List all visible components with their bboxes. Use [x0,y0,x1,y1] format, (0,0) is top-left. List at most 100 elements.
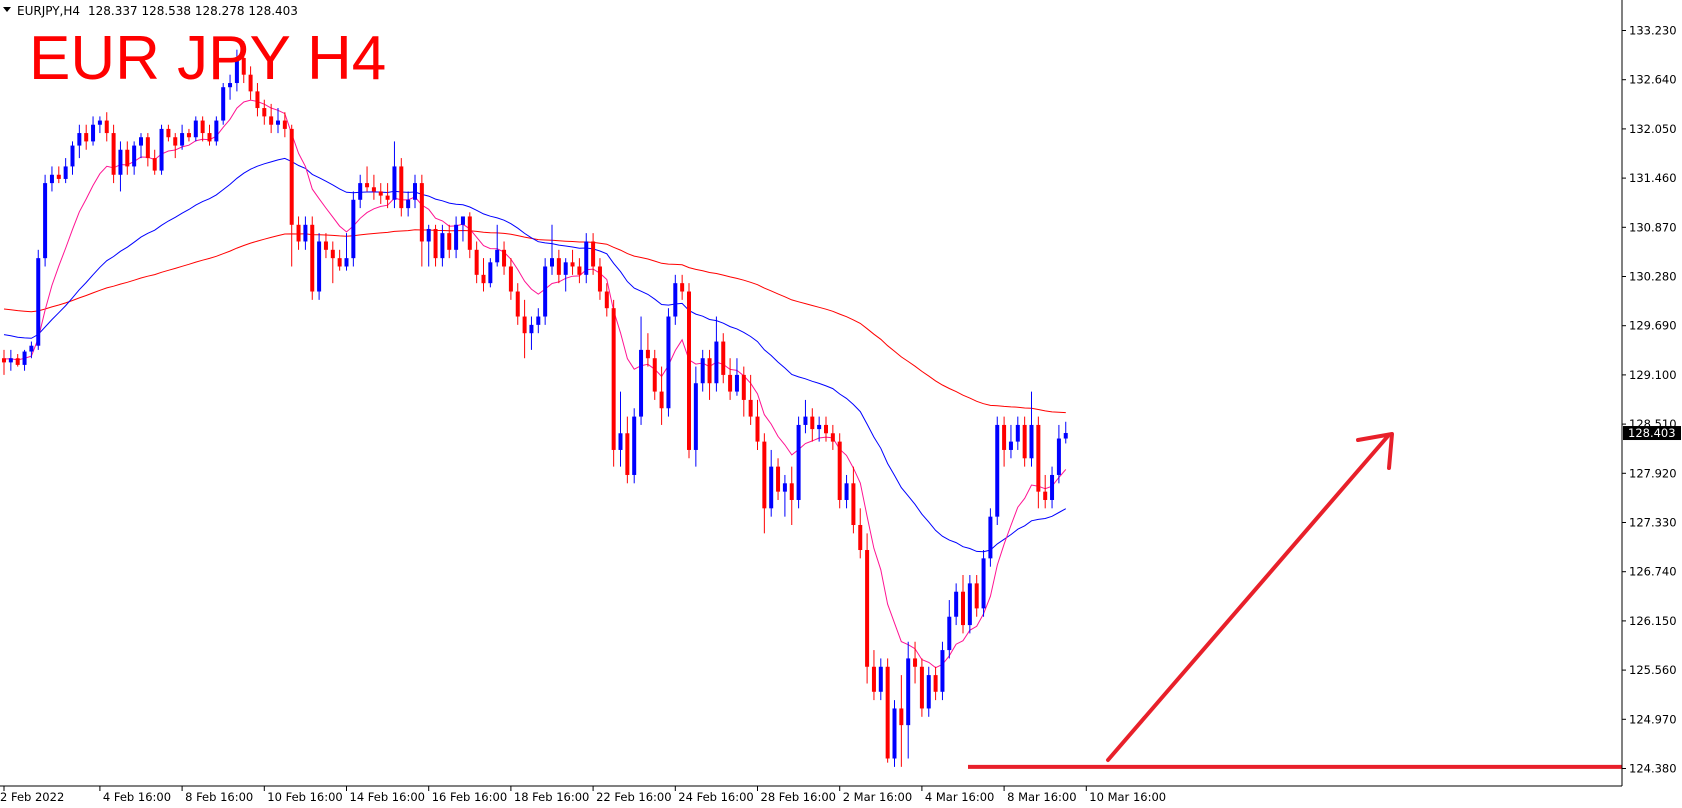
candle [673,274,678,325]
candle [193,116,198,142]
trend-arrow-head[interactable] [1356,432,1394,470]
candle-body [871,666,876,692]
candle-body [125,149,130,167]
candle [406,191,411,217]
candle-body [995,424,1000,517]
candle [899,675,904,767]
candle-body [173,137,178,146]
candle-body [159,128,164,171]
candle-body [803,416,808,425]
price-tick-label: 131.460 [1629,171,1677,185]
candle [865,533,870,684]
candle [817,416,822,442]
candle [111,124,116,184]
candle-body [77,133,82,146]
candle-body [454,224,459,250]
candle-body [515,291,520,317]
candle [36,249,41,350]
candle [824,416,828,442]
candle [351,191,356,267]
candle [563,258,568,292]
candle-body [536,316,541,325]
candle-body [687,291,691,450]
candle [241,41,246,84]
candle [296,216,301,250]
price-axis[interactable]: 133.230 132.640 132.050 131.460 130.870 130.2… [1622,24,1681,776]
price-tick-label: 133.230 [1629,24,1677,38]
candle-body [769,466,774,509]
candle [961,575,965,634]
candle-body [255,91,260,109]
header-symbol: EURJPY,H4 [17,4,80,18]
time-tick-label: 4 Feb 16:00 [103,790,171,804]
candle-body [1015,424,1020,442]
candle [495,224,500,267]
time-axis[interactable]: 2 Feb 2022 4 Feb 16:00 8 Feb 16:00 10 Feb 1… [0,786,1166,804]
candle-body [844,483,849,500]
candle [2,349,6,375]
candle-body [43,183,48,259]
candle-body [29,345,34,352]
candle-body [460,216,465,225]
candle-body [577,266,582,275]
candle [433,224,438,267]
candle [276,108,280,134]
candle-body [1002,424,1007,450]
candle [748,374,753,425]
candle-body [899,708,904,726]
candle [139,133,143,159]
candle-body [118,149,123,175]
candle [91,116,96,146]
candle-body [570,262,575,267]
candle [166,124,171,142]
candle-body [1043,491,1048,500]
candle-body [419,183,424,242]
candle-body [22,351,27,365]
candle-body [906,658,911,726]
price-tick-label: 132.640 [1629,73,1677,87]
trend-arrow-line[interactable] [1106,434,1390,762]
candle [467,212,472,259]
candle [29,341,34,359]
candle [755,399,760,450]
price-tick-label: 124.380 [1629,762,1677,776]
candle [652,349,657,400]
candle-body [618,433,623,450]
time-tick-label: 2 Mar 16:00 [843,790,912,804]
time-tick-label: 28 Feb 16:00 [761,790,836,804]
candle [789,466,794,526]
candle [180,124,185,150]
chart-menu-icon[interactable] [3,7,11,12]
candle-body [365,183,370,188]
candle-body [481,274,486,284]
candle-body [933,675,938,692]
candle-body [652,358,657,392]
candle [262,99,267,125]
candle-body [611,308,616,450]
ma-mid-line [3,157,1067,553]
candle-body [152,158,157,171]
candle [913,641,918,684]
candle [878,658,883,701]
candle [974,575,979,617]
candle [310,216,315,300]
candle-body [639,349,644,417]
annotations [968,432,1622,769]
candle-body [913,658,918,667]
candle [550,224,554,275]
price-tick-label: 130.280 [1629,270,1677,284]
candle-body [954,591,959,617]
candle [981,550,986,617]
candle [933,666,938,701]
candle [776,458,781,500]
candle-body [310,224,315,292]
candle-body [488,262,493,284]
candle [125,141,130,175]
candle-body [8,358,13,363]
candle [56,166,61,184]
candle [584,233,589,284]
candle [1056,424,1061,484]
time-tick-label: 4 Mar 16:00 [925,790,994,804]
candle [344,233,349,271]
